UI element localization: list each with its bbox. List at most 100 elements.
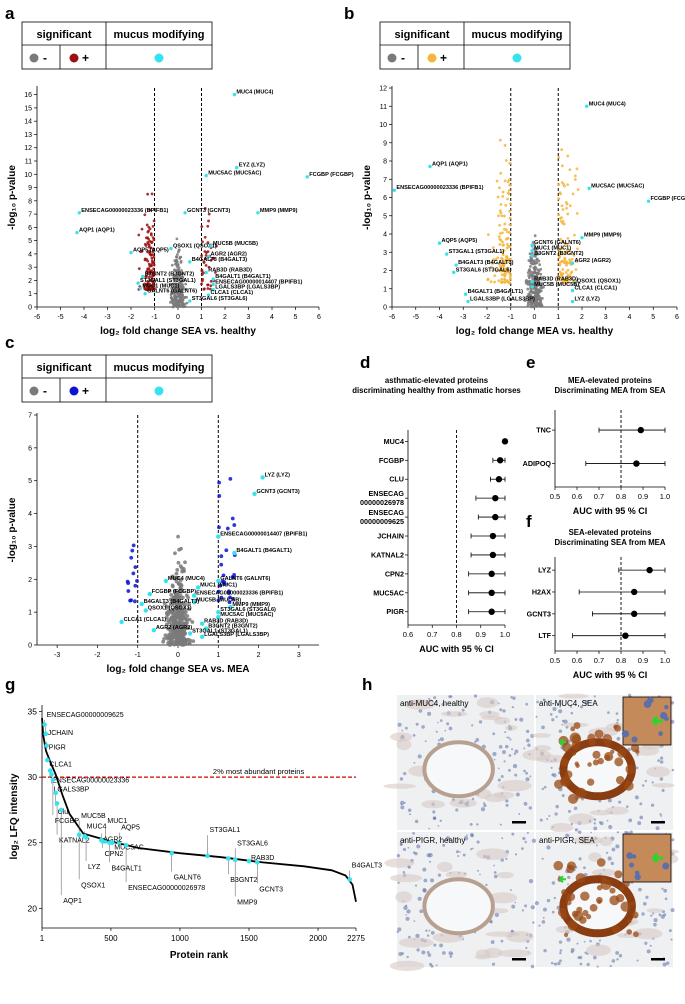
data-point	[507, 192, 511, 196]
nucleus	[503, 760, 506, 763]
data-point	[500, 256, 503, 260]
mucus-point	[151, 628, 157, 633]
data-point	[212, 256, 215, 260]
point-label: MMP9 (MMP9)	[260, 208, 298, 214]
x-tick-label: 0.5	[550, 492, 560, 501]
scale-bar	[512, 958, 526, 961]
scale-bar	[651, 821, 665, 824]
legend-significant-label: significant	[36, 29, 91, 41]
data-point	[557, 252, 561, 256]
nucleus	[642, 901, 647, 906]
x-axis-label: log₂ fold change MEA vs. healthy	[456, 326, 614, 337]
data-point	[200, 225, 204, 229]
stroma	[531, 733, 552, 738]
row-label: MUC4	[384, 437, 404, 446]
nucleus	[584, 700, 589, 705]
data-point	[559, 217, 562, 220]
data-point	[569, 271, 573, 275]
x-tick-label: 0.8	[616, 656, 626, 665]
x-tick-label: -6	[34, 314, 40, 321]
data-point	[507, 260, 511, 264]
mucus-point	[188, 260, 192, 264]
data-point	[523, 299, 527, 303]
forest-plot-sea-elevated: SEA-elevated proteins Discriminating SEA …	[527, 528, 671, 680]
nucleus	[629, 830, 633, 834]
data-point	[499, 211, 503, 215]
x-tick-label: 1000	[171, 934, 189, 943]
nucleus	[432, 816, 437, 820]
data-point	[486, 277, 490, 281]
stain-spot	[571, 741, 581, 751]
data-point	[227, 600, 232, 605]
legend-significant-label: significant	[36, 362, 91, 374]
stain-spot	[564, 770, 573, 779]
stroma	[505, 931, 534, 943]
nucleus	[582, 701, 585, 704]
nucleus	[611, 847, 616, 852]
data-point	[147, 288, 151, 292]
nucleus	[442, 951, 446, 955]
mucus-point	[129, 250, 133, 255]
data-point	[129, 555, 134, 560]
nucleus	[412, 734, 416, 737]
mucus-point	[206, 254, 211, 259]
highlight-point	[47, 768, 53, 773]
nucleus	[477, 869, 479, 872]
stroma	[384, 858, 415, 868]
data-point	[508, 277, 512, 281]
legend-minus-sign: -	[401, 51, 405, 65]
data-point	[139, 250, 143, 254]
x-tick-label: 0.5	[550, 656, 560, 665]
data-point	[530, 299, 534, 303]
nucleus	[405, 916, 410, 921]
point-label: MUC4 (MUC4)	[168, 576, 205, 582]
y-tick-label: 3	[28, 544, 32, 551]
stain-spot	[596, 858, 606, 867]
data-point	[563, 281, 567, 285]
point-label: B3GNT2 (B3GNT2)	[145, 271, 195, 277]
data-point	[148, 264, 152, 268]
data-point	[566, 280, 570, 284]
data-point	[502, 243, 505, 247]
point-label: MUC5AC (MUC5AC)	[591, 183, 644, 189]
auc-point	[496, 457, 504, 464]
data-point	[148, 252, 152, 256]
stain-spot	[587, 733, 596, 742]
nucleus	[512, 696, 516, 700]
nucleus	[559, 949, 563, 952]
nucleus	[577, 830, 582, 834]
nucleus	[534, 901, 539, 906]
mucus-point	[141, 274, 145, 279]
mucus-point	[191, 593, 197, 598]
data-point	[133, 599, 137, 604]
data-point	[172, 282, 176, 286]
data-point	[491, 258, 495, 262]
y-tick-label: 0	[28, 643, 32, 650]
micrograph: anti-PIGR, healthy	[384, 831, 537, 972]
data-point	[529, 259, 532, 263]
data-point	[149, 232, 153, 236]
data-point	[177, 547, 182, 552]
data-point	[567, 275, 571, 279]
data-point	[508, 257, 512, 261]
data-point	[181, 278, 185, 282]
mucus-point	[199, 634, 205, 639]
data-point	[175, 633, 179, 637]
nucleus	[402, 870, 406, 874]
data-point	[151, 253, 155, 257]
data-point	[176, 277, 179, 281]
nucleus	[558, 729, 563, 733]
nucleus	[567, 809, 571, 813]
nucleus	[444, 729, 447, 732]
nucleus	[506, 736, 509, 739]
mucus-point	[187, 631, 193, 636]
x-tick-label: 1500	[240, 934, 258, 943]
nucleus	[607, 711, 610, 714]
stain-spot	[617, 748, 627, 758]
row-label: JCHAIN	[377, 532, 404, 541]
data-point	[170, 628, 175, 633]
mucus-point	[570, 288, 575, 293]
data-point	[203, 207, 207, 210]
stroma	[390, 874, 423, 883]
